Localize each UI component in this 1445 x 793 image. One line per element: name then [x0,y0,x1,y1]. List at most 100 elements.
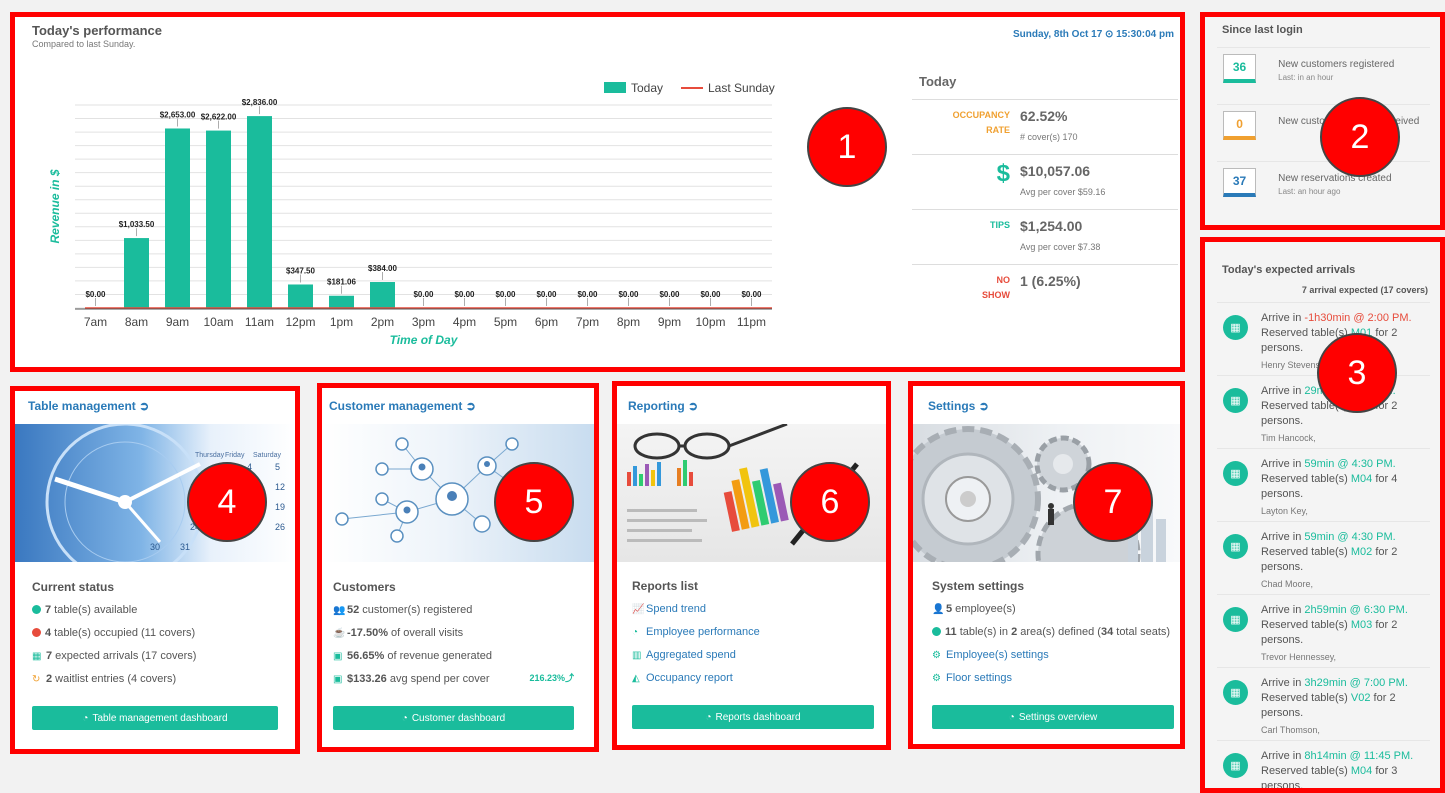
settings-link-item[interactable]: ⚙ Employee(s) settings [932,647,1174,670]
calendar-day-friday: Friday [225,452,245,459]
table-management-dashboard-button[interactable]: ◔ Table management dashboard [32,706,278,730]
login-stat-row[interactable]: 37 New reservations created Last: an hour … [1217,161,1430,218]
table-management-link[interactable]: Table management ➲ [28,399,150,413]
arrow-right-circle-icon: ➲ [688,399,699,413]
settings-link[interactable]: Settings ➲ [928,399,989,413]
arrival-time: 3h29min @ 7:00 PM. [1304,677,1408,689]
arrow-right-circle-icon: ➲ [465,399,476,413]
settings-stat-item: 👤 5 employee(s) [932,601,1174,624]
customer-dashboard-button[interactable]: ◔ Customer dashboard [333,706,574,730]
arrival-customer-name: Layton Key, [1261,506,1308,516]
login-stat-sub: Last: an hour ago [1278,187,1341,196]
bar-10am [206,130,231,308]
x-tick-label: 9pm [658,315,681,329]
x-tick-label: 9am [166,315,189,329]
settings-link-item[interactable]: ⚙ Floor settings [932,670,1174,693]
login-stat-label: New reservations created [1278,173,1392,184]
status-item: 4 table(s) occupied (11 covers) [32,625,278,648]
customer-management-card: Customer management ➲ [317,383,599,752]
report-link[interactable]: ◔ Employee performance [632,624,869,647]
x-tick-label: 2pm [371,315,394,329]
metric-row: $ $10,057.06 Avg per cover $59.16 [912,154,1178,209]
x-tick-label: 8am [125,315,148,329]
data-label: $0.00 [741,290,762,299]
arrival-item[interactable]: ▦ Arrive in 2h59min @ 6:30 PM. Reserved ta… [1217,594,1430,667]
metric-row: NO SHOW 1 (6.25%) [912,264,1178,319]
metric-label: OCCUPANCY RATE [952,110,1010,135]
status-item: ▣ $133.26 avg spend per cover [333,671,574,694]
svg-text:5: 5 [275,462,280,472]
x-tick-label: 12pm [285,315,315,329]
data-label: $0.00 [618,290,639,299]
arrival-time: -1h30min @ 2:00 PM. [1304,312,1412,324]
bar-chart-icon: ▥ [632,650,642,661]
calendar-day-thursday: Thursday [195,452,225,459]
settings-overview-button[interactable]: ◔ Settings overview [932,705,1174,729]
metric-value: 1 (6.25%) [1020,273,1081,289]
login-stat-label: New customers registered [1278,59,1395,70]
arrivals-panel: Today's expected arrivals 7 arrival expe… [1200,237,1445,793]
login-stat-count: 37 [1223,168,1257,197]
svg-text:26: 26 [275,522,285,532]
cogs-icon: ⚙ [932,650,941,661]
arrivals-summary: 7 arrival expected (17 covers) [1301,285,1428,295]
arrival-item[interactable]: ▦ Arrive in 8h14min @ 11:45 PM. Reserved t… [1217,740,1430,788]
report-link[interactable]: ◭ Occupancy report [632,670,869,693]
data-label: $2,836.00 [242,98,278,107]
red-dot-icon [32,628,41,637]
bar-11am [247,116,272,308]
spend-trend-badge: 216.23%⤴ [529,673,574,683]
data-label: $2,622.00 [201,113,237,122]
arrival-table[interactable]: V02 [1350,692,1371,704]
arrival-item[interactable]: ▦ Arrive in 59min @ 4:30 PM. Reserved tabl… [1217,448,1430,521]
dashboard-icon: ◔ [1008,711,1015,723]
reporting-link[interactable]: Reporting ➲ [628,399,699,413]
data-label: $0.00 [413,290,434,299]
arrival-item[interactable]: ▦ Arrive in 59min @ 4:30 PM. Reserved tabl… [1217,521,1430,594]
dashboard-icon: ◔ [632,627,639,638]
status-item: ☕ -17.50% of overall visits [333,625,574,648]
system-settings-heading: System settings [932,579,1025,593]
arrival-time: 59min @ 4:30 PM. [1304,458,1396,470]
x-tick-label: 1pm [330,315,353,329]
svg-text:4: 4 [247,462,252,472]
dollar-icon: $ [996,160,1010,187]
arrival-table[interactable]: M04 [1350,473,1373,485]
reports-dashboard-button[interactable]: ◔ Reports dashboard [632,705,874,729]
customer-stats-heading: Customers [333,580,396,594]
y-axis-label: Revenue in $ [48,169,62,243]
svg-text:12: 12 [275,482,285,492]
settings-stat-item: 11 table(s) in 2 area(s) defined (34 tot… [932,624,1174,647]
data-label: $0.00 [700,290,721,299]
svg-text:19: 19 [275,502,285,512]
arrival-table[interactable]: M04 [1350,765,1373,777]
report-link[interactable]: ▥ Aggregated spend [632,647,869,670]
status-item: ▦ 7 expected arrivals (17 covers) [32,648,278,671]
settings-card: Settings ➲ System settings 👤 5 employee(s… [908,381,1185,749]
bar-9am [165,128,190,308]
login-stat-row[interactable]: 36 New customers registered Last: in an ho… [1217,47,1430,104]
table-status-heading: Current status [32,580,115,594]
x-tick-label: 8pm [617,315,640,329]
reports-list-heading: Reports list [632,579,699,593]
metric-value: $10,057.06 [1020,163,1091,179]
metric-sub: Avg per cover $59.16 [1020,187,1106,197]
arrival-customer-name: Carl Thomson, [1261,725,1320,735]
customer-stats: Customers 👥 52 customer(s) registered ☕ -17… [333,580,574,694]
performance-subtitle: Compared to last Sunday. [32,39,136,49]
overlay-number-6: 6 [790,462,870,542]
x-tick-label: 7am [84,315,107,329]
arrival-item[interactable]: ▦ Arrive in 3h29min @ 7:00 PM. Reserved ta… [1217,667,1430,740]
bar-1pm [329,295,354,308]
legend-last-sunday: Last Sunday [708,81,775,95]
arrival-customer-name: Tim Hancock, [1261,433,1316,443]
money-icon: ▣ [333,674,343,685]
customer-management-link[interactable]: Customer management ➲ [329,399,476,413]
calendar-icon: ▦ [1223,534,1248,559]
arrival-table[interactable]: M02 [1350,546,1373,558]
calendar-icon: ▦ [1223,607,1248,632]
x-axis-label: Time of Day [390,333,459,347]
arrival-table[interactable]: M03 [1350,619,1373,631]
report-link[interactable]: 📈 Spend trend [632,601,869,624]
today-heading: Today [919,74,957,89]
